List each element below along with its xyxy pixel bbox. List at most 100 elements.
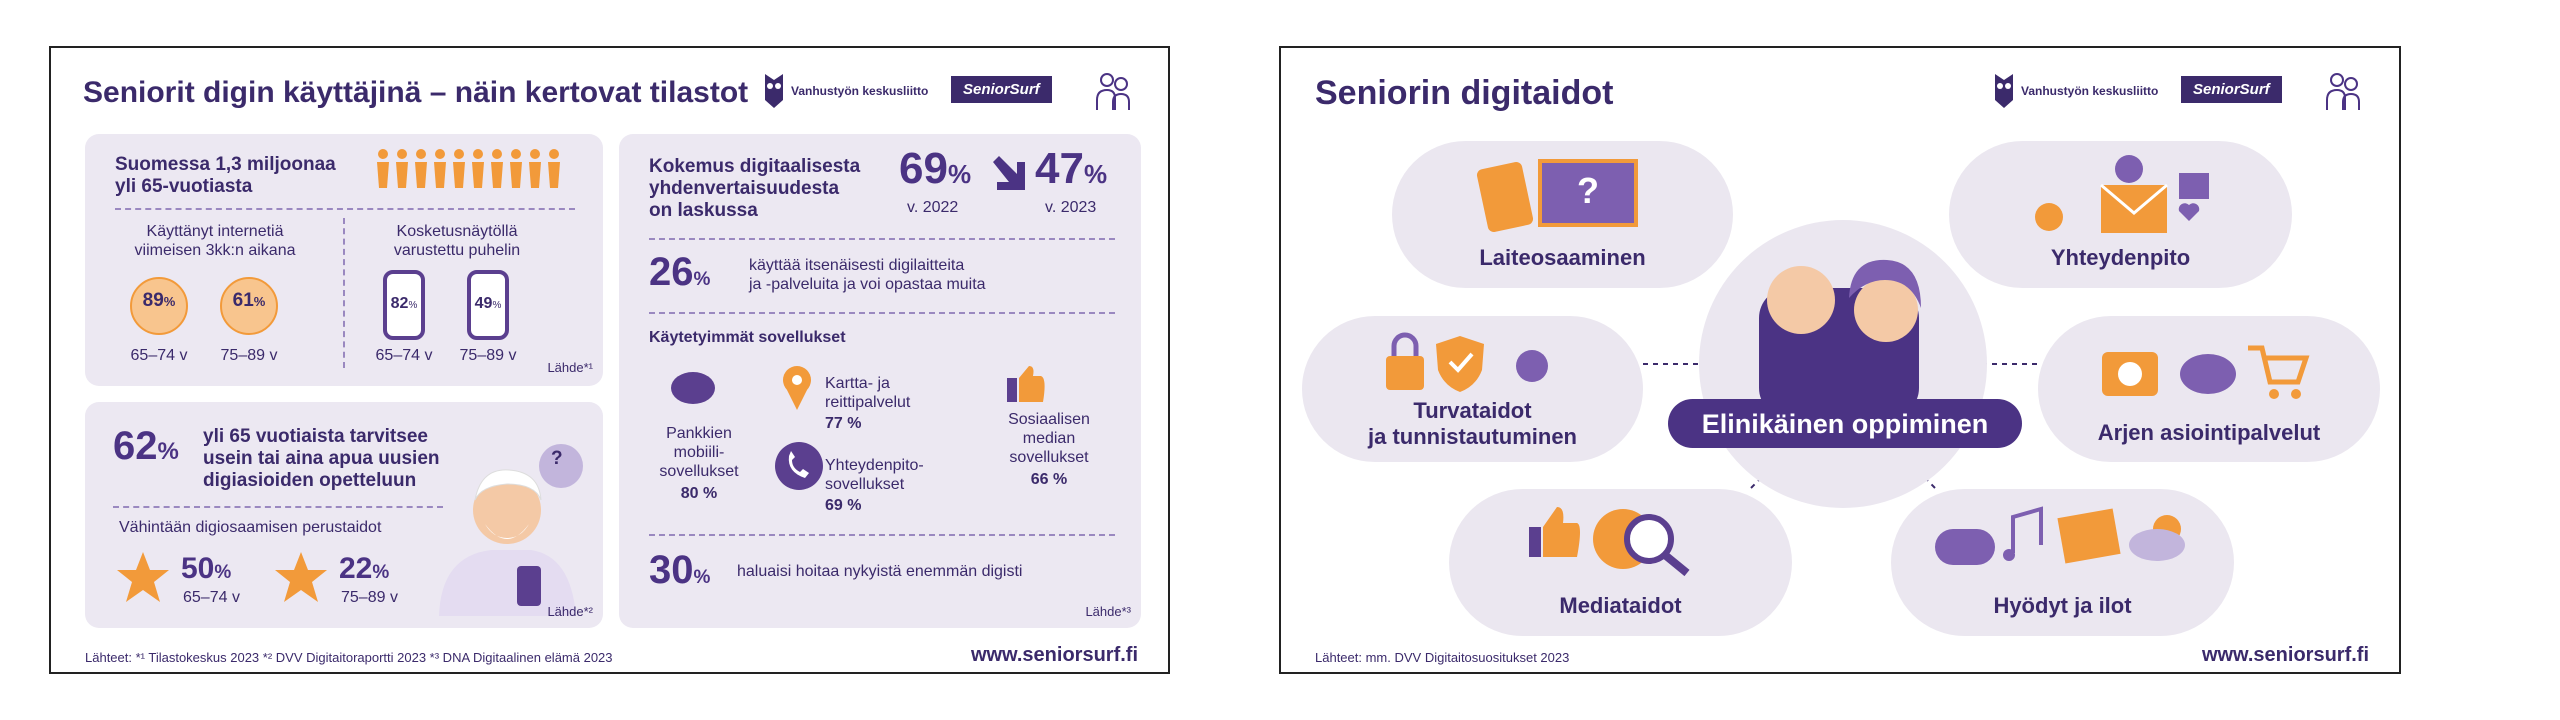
node-label: Mediataidot [1559,593,1682,618]
independent-value: 26 [649,250,694,294]
skill-unit: % [214,562,232,583]
joy-icons [1935,506,2185,565]
title: Seniorit digin käyttäjinä – näin kertova… [83,76,749,109]
more-text: haluaisi hoitaa nykyistä enemmän digisti [737,563,1023,580]
stat-value: 82 [390,295,409,312]
seniors-logo [1096,73,1130,110]
logo-seniorsurf: SeniorSurf [951,76,1052,103]
stat: 61% [219,290,279,312]
skill-value: 50 [181,552,215,585]
stats-card: Kokemus digitaalisesta yhdenvertaisuudes… [619,134,1141,628]
url: www.seniorsurf.fi [2201,644,2369,666]
after-value: 47 [1035,144,1084,193]
internet-label: Käyttänyt internetiä viimeisen 3kk:n aik… [134,223,296,259]
skill-stat: 50% [181,552,231,586]
independent-unit: % [693,269,711,290]
center-pill [1668,399,2022,448]
touch-label: Kosketusnäytöllä varustettu puhelin [393,223,521,259]
group: 75–89 v [459,347,517,364]
logo-text: Vanhustyön keskusliitto [791,84,929,98]
logo-seniorsurf: SeniorSurf [2181,76,2282,103]
skill-node: Turvataidot ja tunnistautuminen [1302,316,1643,462]
stat-value: 49 [474,295,493,312]
divider [649,312,1115,314]
independent-text: käyttää itsenäisesti digilaitteita ja -p… [749,257,986,293]
stat-unit: % [492,300,502,311]
skills-label: Vähintään digiosaamisen perustaidot [119,519,382,536]
senior-figure [439,444,583,616]
skill-value: 22 [339,552,373,585]
svg-text:?: ? [1577,170,1599,211]
title: Seniorin digitaidot [1315,74,1614,112]
app-share: 77 % [825,415,862,432]
stat-unit: % [163,294,176,309]
divider [649,238,1115,240]
footer: Lähteet: mm. DVV Digitaitosuositukset 20… [1315,650,1570,665]
seniors-logo [2326,73,2360,110]
node-label: Turvataidot ja tunnistautuminen [1368,398,1577,449]
security-icons [1386,332,1548,392]
service-icons [2102,345,2310,399]
app-share: 80 % [680,485,718,502]
help-stat: 62% [113,424,179,469]
question-bubble: ? [551,448,563,469]
group: 75–89 v [220,347,278,364]
node-label: Laiteosaaminen [1479,245,1646,270]
stat: 82% [381,294,427,313]
stat-value: 61 [232,290,254,311]
node-label: Yhteydenpito [2050,245,2191,270]
source: Lähde*¹ [547,360,593,375]
help-value: 62 [113,424,158,468]
divider [113,506,443,508]
app-name: Pankkien mobiili- sovellukset [659,425,739,480]
app-share: 66 % [1030,471,1068,488]
before-unit: % [947,159,972,189]
left-panel: Seniorit digin käyttäjinä – näin kertova… [49,46,1170,674]
population-card: Suomessa 1,3 miljoonaa yli 65-vuotiasta … [85,134,603,386]
before-year: v. 2022 [907,199,959,216]
skill-unit: % [372,562,390,583]
stat-unit: % [253,294,266,309]
media-icons [1529,507,1690,577]
after-unit: % [1083,159,1108,189]
more-unit: % [693,567,711,588]
help-card: 62% yli 65 vuotiaista tarvitsee usein ta… [85,402,603,628]
population-heading: Suomessa 1,3 miljoonaa yli 65-vuotiasta [115,154,336,197]
help-unit: % [157,438,179,465]
stat-unit: % [408,300,418,311]
group: 65–74 v [130,347,188,364]
apps-heading: Käytetyimmät sovellukset [649,329,846,346]
group: 75–89 v [341,589,398,606]
app-name: Sosiaalisen median sovellukset [1008,411,1090,466]
more-value: 30 [649,548,694,592]
logo-text: Vanhustyön keskusliitto [2021,84,2159,98]
skill-node: Hyödyt ja ilot [1891,489,2234,636]
star-icons [117,552,327,602]
app-icons [671,366,1045,490]
stat: 89% [129,290,189,312]
app-name: Kartta- ja reittipalvelut [825,375,911,411]
people-icons [377,149,560,188]
source: Lähde*² [547,604,593,619]
group: 65–74 v [183,589,240,606]
stat-value: 89 [142,290,164,311]
divider [115,208,575,210]
more-digital-stat: 30% [649,548,710,593]
source: Lähde*³ [1085,604,1131,619]
url: www.seniorsurf.fi [970,644,1138,666]
app-name: Yhteydenpito- sovellukset [825,457,924,493]
owl-logo [1995,74,2013,108]
equality-heading: Kokemus digitaalisesta yhdenvertaisuudes… [649,156,861,221]
before-value: 69 [899,144,948,193]
skill-node: Arjen asiointipalvelut [2038,316,2380,462]
app-share: 69 % [825,497,862,514]
help-text: yli 65 vuotiaista tarvitsee usein tai ai… [203,426,440,491]
right-panel: Seniorin digitaidot Vanhustyön keskuslii… [1279,46,2401,674]
after-year: v. 2023 [1045,199,1097,216]
divider [343,218,345,368]
skill-stat: 22% [339,552,389,586]
independent-stat: 26% [649,250,710,295]
stat: 49% [465,294,511,313]
down-arrow [993,156,1025,190]
